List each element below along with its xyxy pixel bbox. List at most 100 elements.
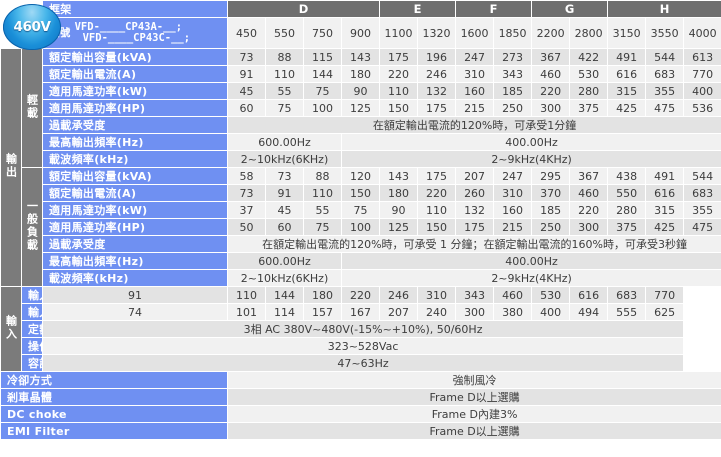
- value-span-cell: Frame D內建3%: [228, 406, 721, 422]
- value-cell: 58: [228, 168, 265, 184]
- group-input: 輸入: [1, 287, 21, 371]
- value-cell: 91: [43, 287, 227, 303]
- value-cell: 683: [608, 287, 646, 303]
- group-output-label: 輸出: [4, 153, 18, 179]
- model-number-cell: 750: [304, 18, 341, 48]
- model-number-cell: 1600: [456, 18, 494, 48]
- value-cell: 120: [342, 168, 380, 184]
- value-cell: 115: [304, 49, 341, 65]
- value-cell: 240: [418, 304, 456, 320]
- value-cell: 422: [570, 49, 608, 65]
- value-cell: 125: [380, 219, 418, 235]
- group-general-load: 一般負載: [22, 168, 42, 286]
- group-output: 輸出: [1, 49, 21, 286]
- value-cell: 683: [684, 185, 721, 201]
- row-label: EMI Filter: [1, 423, 227, 439]
- spec-row: 額定輸出電流(A) 73 91 110 150 180 220 260 310 370 460 550…: [1, 185, 721, 201]
- value-cell: 220: [532, 83, 570, 99]
- model-pattern-a: VFD-____CP43A-__;: [74, 21, 183, 33]
- value-cell: 246: [380, 287, 418, 303]
- value-cell: 175: [456, 219, 494, 235]
- value-cell: 246: [418, 66, 456, 82]
- value-cell: 475: [646, 100, 684, 116]
- value-cell: 37: [228, 202, 265, 218]
- model-header-row: 型號VFD-____CP43A-__;VFD-____CP43C-__;4505…: [1, 18, 721, 48]
- value-cell: 247: [494, 168, 532, 184]
- value-cell: 45: [266, 202, 303, 218]
- value-cell: 125: [342, 100, 380, 116]
- value-cell: 55: [304, 202, 341, 218]
- value-cell: 355: [684, 202, 721, 218]
- value-cell: 425: [608, 100, 646, 116]
- model-number-cell: 900: [342, 18, 380, 48]
- value-cell: 616: [646, 185, 684, 201]
- value-cell: 544: [684, 168, 721, 184]
- value-cell: 550: [608, 185, 646, 201]
- group-light-load-label: 輕載: [25, 93, 39, 120]
- frame-header-row: 框架 D E F G H: [1, 1, 721, 17]
- value-cell: 73: [266, 168, 303, 184]
- spec-row: 輸入電流(A)一般負載74101114157167207240300380400…: [1, 304, 721, 320]
- row-label: 最高輸出頻率(Hz): [43, 134, 227, 150]
- row-label: 輸入電流(A)一般負載: [22, 304, 42, 320]
- spec-row: 一般負載 額定輸出容量(kVA) 58 73 88 120 143 175 207 247 295 3…: [1, 168, 721, 286]
- value-cell: 544: [646, 49, 684, 65]
- value-cell: 310: [418, 287, 456, 303]
- value-cell: 460: [532, 66, 570, 82]
- model-number-cell: 2200: [532, 18, 570, 48]
- value-cell: 315: [646, 202, 684, 218]
- spec-row: 容許電源頻率變動範圍47~63Hz: [1, 355, 721, 371]
- model-row-label: 型號VFD-____CP43A-__;VFD-____CP43C-__;: [43, 18, 227, 48]
- model-number-cell: 450: [228, 18, 265, 48]
- value-cell: 220: [380, 66, 418, 82]
- value-cell: 438: [608, 168, 646, 184]
- row-label: 最高輸出頻率(Hz): [43, 253, 227, 269]
- value-cell: 132: [456, 202, 494, 218]
- value-cell: 400: [532, 304, 570, 320]
- value-cell: 460: [494, 287, 532, 303]
- value-cell: 110: [418, 202, 456, 218]
- value-cell: 207: [380, 304, 418, 320]
- spec-row: 適用馬達功率(kW) 37 45 55 75 90 110 132 160 185 220 280 31…: [1, 202, 721, 218]
- value-cell: 555: [608, 304, 646, 320]
- row-label: 冷卻方式: [1, 372, 227, 388]
- value-cell: 616: [608, 66, 646, 82]
- frame-row-label: 框架: [43, 1, 227, 17]
- frame-group-f: F: [456, 1, 532, 17]
- value-span-cell: 400.00Hz: [342, 253, 721, 269]
- value-cell: 50: [228, 219, 265, 235]
- value-cell: 74: [43, 304, 227, 320]
- spec-row: 最高輸出頻率(Hz) 600.00Hz 400.00Hz: [1, 134, 721, 150]
- value-cell: 150: [380, 100, 418, 116]
- group-general-load-label: 一般負載: [25, 199, 39, 252]
- value-cell: 75: [304, 219, 341, 235]
- value-cell: 530: [532, 287, 570, 303]
- value-span-cell: 2~10kHz(6KHz): [228, 151, 341, 167]
- value-cell: 250: [494, 100, 532, 116]
- value-cell: 310: [456, 66, 494, 82]
- spec-row: 最高輸出頻率(Hz) 600.00Hz 400.00Hz: [1, 253, 721, 269]
- value-cell: 310: [494, 185, 532, 201]
- value-cell: 75: [304, 83, 341, 99]
- value-cell: 114: [266, 304, 303, 320]
- value-cell: 110: [304, 185, 341, 201]
- value-cell: 110: [380, 83, 418, 99]
- value-cell: 315: [608, 83, 646, 99]
- value-span-cell: 2~10kHz(6KHz): [228, 270, 341, 286]
- row-label: 載波頻率(kHz): [43, 270, 227, 286]
- value-cell: 110: [228, 287, 265, 303]
- model-number-cell: 2800: [570, 18, 608, 48]
- spec-row: 額定輸出電流(A) 91 110 144 180 220 246 310 343 460 530 61…: [1, 66, 721, 82]
- value-cell: 91: [228, 66, 265, 82]
- value-cell: 185: [532, 202, 570, 218]
- row-label: 適用馬達功率(HP): [43, 100, 227, 116]
- row-label: 容許電源頻率變動範圍: [22, 355, 42, 371]
- value-cell: 90: [342, 83, 380, 99]
- specification-table: 框架DEFGH型號VFD-____CP43A-__;VFD-____CP43C-…: [1, 1, 721, 439]
- model-number-cell: 4000: [684, 18, 721, 48]
- value-cell: 370: [532, 185, 570, 201]
- spec-row: 操作電壓範圍323~528Vac: [1, 338, 721, 354]
- value-cell: 770: [684, 66, 721, 82]
- model-number-cell: 550: [266, 18, 303, 48]
- value-cell: 300: [456, 304, 494, 320]
